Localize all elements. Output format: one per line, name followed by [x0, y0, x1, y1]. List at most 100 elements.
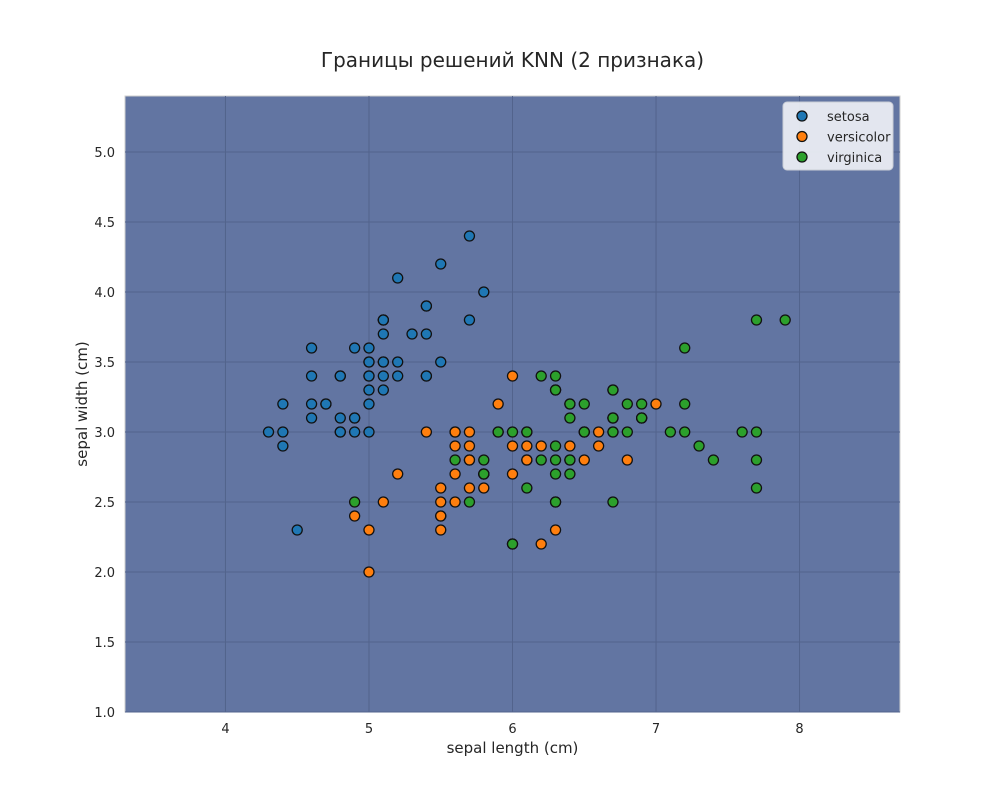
point-versicolor-13	[521, 440, 533, 452]
point-versicolor-31	[435, 510, 447, 522]
point-virginica-26	[535, 454, 547, 466]
point-virginica-33	[549, 454, 562, 466]
point-setosa-45	[334, 426, 346, 438]
legend-label-virginica: virginica	[827, 151, 882, 166]
point-virginica-32	[564, 454, 576, 466]
point-setosa-18	[463, 314, 476, 326]
point-versicolor-47	[535, 440, 547, 452]
point-setosa-46	[377, 314, 389, 326]
point-setosa-24	[334, 370, 346, 382]
legend-label-setosa: setosa	[827, 110, 870, 125]
point-virginica-44	[607, 384, 619, 396]
point-versicolor-49	[463, 454, 476, 466]
legend-box	[782, 101, 894, 171]
data-points	[262, 230, 791, 578]
point-virginica-18	[750, 482, 763, 494]
point-virginica-3	[549, 440, 562, 452]
point-virginica-9	[679, 342, 691, 354]
point-versicolor-34	[420, 426, 433, 438]
point-setosa-43	[363, 356, 375, 368]
point-virginica-25	[679, 398, 691, 410]
point-versicolor-45	[463, 426, 476, 438]
legend: setosa versicolor virginica	[782, 101, 894, 171]
point-versicolor-28	[506, 440, 519, 452]
point-versicolor-8	[592, 440, 605, 452]
y-tick-label-2: 2.0	[94, 566, 115, 581]
point-versicolor-48	[377, 496, 389, 508]
point-versicolor-25	[592, 426, 605, 438]
point-setosa-10	[420, 328, 433, 340]
x-axis-label: sepal length (cm)	[447, 739, 579, 757]
point-virginica-27	[521, 426, 533, 438]
point-virginica-23	[549, 468, 562, 480]
point-versicolor-38	[449, 426, 461, 438]
point-virginica-17	[750, 314, 763, 326]
point-versicolor-20	[492, 398, 504, 410]
point-virginica-19	[506, 538, 519, 550]
point-versicolor-3	[435, 524, 447, 536]
point-virginica-34	[521, 482, 533, 494]
point-virginica-31	[779, 314, 791, 326]
point-versicolor-7	[348, 510, 361, 522]
point-setosa-48	[406, 328, 418, 340]
point-setosa-17	[377, 356, 389, 368]
point-virginica-40	[607, 412, 619, 424]
point-virginica-46	[549, 496, 562, 508]
series-virginica	[348, 314, 791, 550]
point-virginica-6	[348, 496, 361, 508]
legend-label-versicolor: versicolor	[827, 131, 891, 146]
point-virginica-45	[607, 426, 619, 438]
point-virginica-42	[478, 468, 490, 480]
point-versicolor-29	[463, 482, 476, 494]
point-versicolor-43	[363, 524, 375, 536]
point-setosa-4	[363, 342, 375, 354]
point-versicolor-4	[578, 454, 590, 466]
legend-marker-virginica	[796, 151, 808, 163]
point-setosa-35	[363, 398, 375, 410]
point-setosa-14	[478, 286, 490, 298]
point-versicolor-9	[392, 468, 404, 480]
point-setosa-32	[392, 272, 404, 284]
point-setosa-28	[392, 370, 404, 382]
point-virginica-36	[549, 370, 562, 382]
point-virginica-13	[463, 496, 476, 508]
point-virginica-41	[636, 412, 648, 424]
point-virginica-22	[750, 454, 763, 466]
series-setosa	[262, 230, 490, 536]
point-setosa-30	[334, 412, 346, 424]
y-tick-label-4: 3.0	[94, 426, 115, 441]
point-versicolor-44	[449, 468, 461, 480]
point-versicolor-10	[363, 566, 375, 578]
point-setosa-16	[420, 300, 433, 312]
point-setosa-8	[277, 440, 289, 452]
legend-marker-versicolor	[796, 130, 808, 143]
legend-marker-setosa	[796, 110, 808, 122]
point-versicolor-0	[650, 398, 662, 410]
point-virginica-21	[449, 454, 461, 466]
point-virginica-12	[621, 426, 633, 438]
point-setosa-33	[435, 258, 447, 270]
point-virginica-30	[707, 454, 720, 466]
x-tick-label-3: 7	[652, 722, 660, 737]
y-tick-label-8: 5.0	[94, 146, 115, 161]
point-versicolor-46	[463, 440, 476, 452]
point-setosa-34	[348, 412, 361, 424]
point-setosa-3	[305, 412, 318, 424]
point-setosa-42	[277, 398, 289, 410]
axis-ticks: 4 5 6 7 8 1.0 1.5 2.0 2.5 3.0 3.5 4.0 4.5 5.0	[94, 146, 803, 737]
point-versicolor-35	[506, 370, 519, 382]
point-setosa-13	[262, 426, 275, 438]
point-virginica-38	[506, 426, 519, 438]
point-virginica-7	[693, 440, 705, 452]
point-setosa-47	[305, 398, 318, 410]
y-tick-label-6: 4.0	[94, 286, 115, 301]
point-setosa-26	[363, 370, 375, 382]
point-setosa-22	[305, 342, 318, 354]
point-setosa-6	[305, 370, 318, 382]
point-versicolor-37	[549, 524, 562, 536]
point-setosa-27	[392, 356, 404, 368]
point-virginica-10	[578, 398, 590, 410]
y-tick-label-5: 3.5	[94, 356, 115, 371]
